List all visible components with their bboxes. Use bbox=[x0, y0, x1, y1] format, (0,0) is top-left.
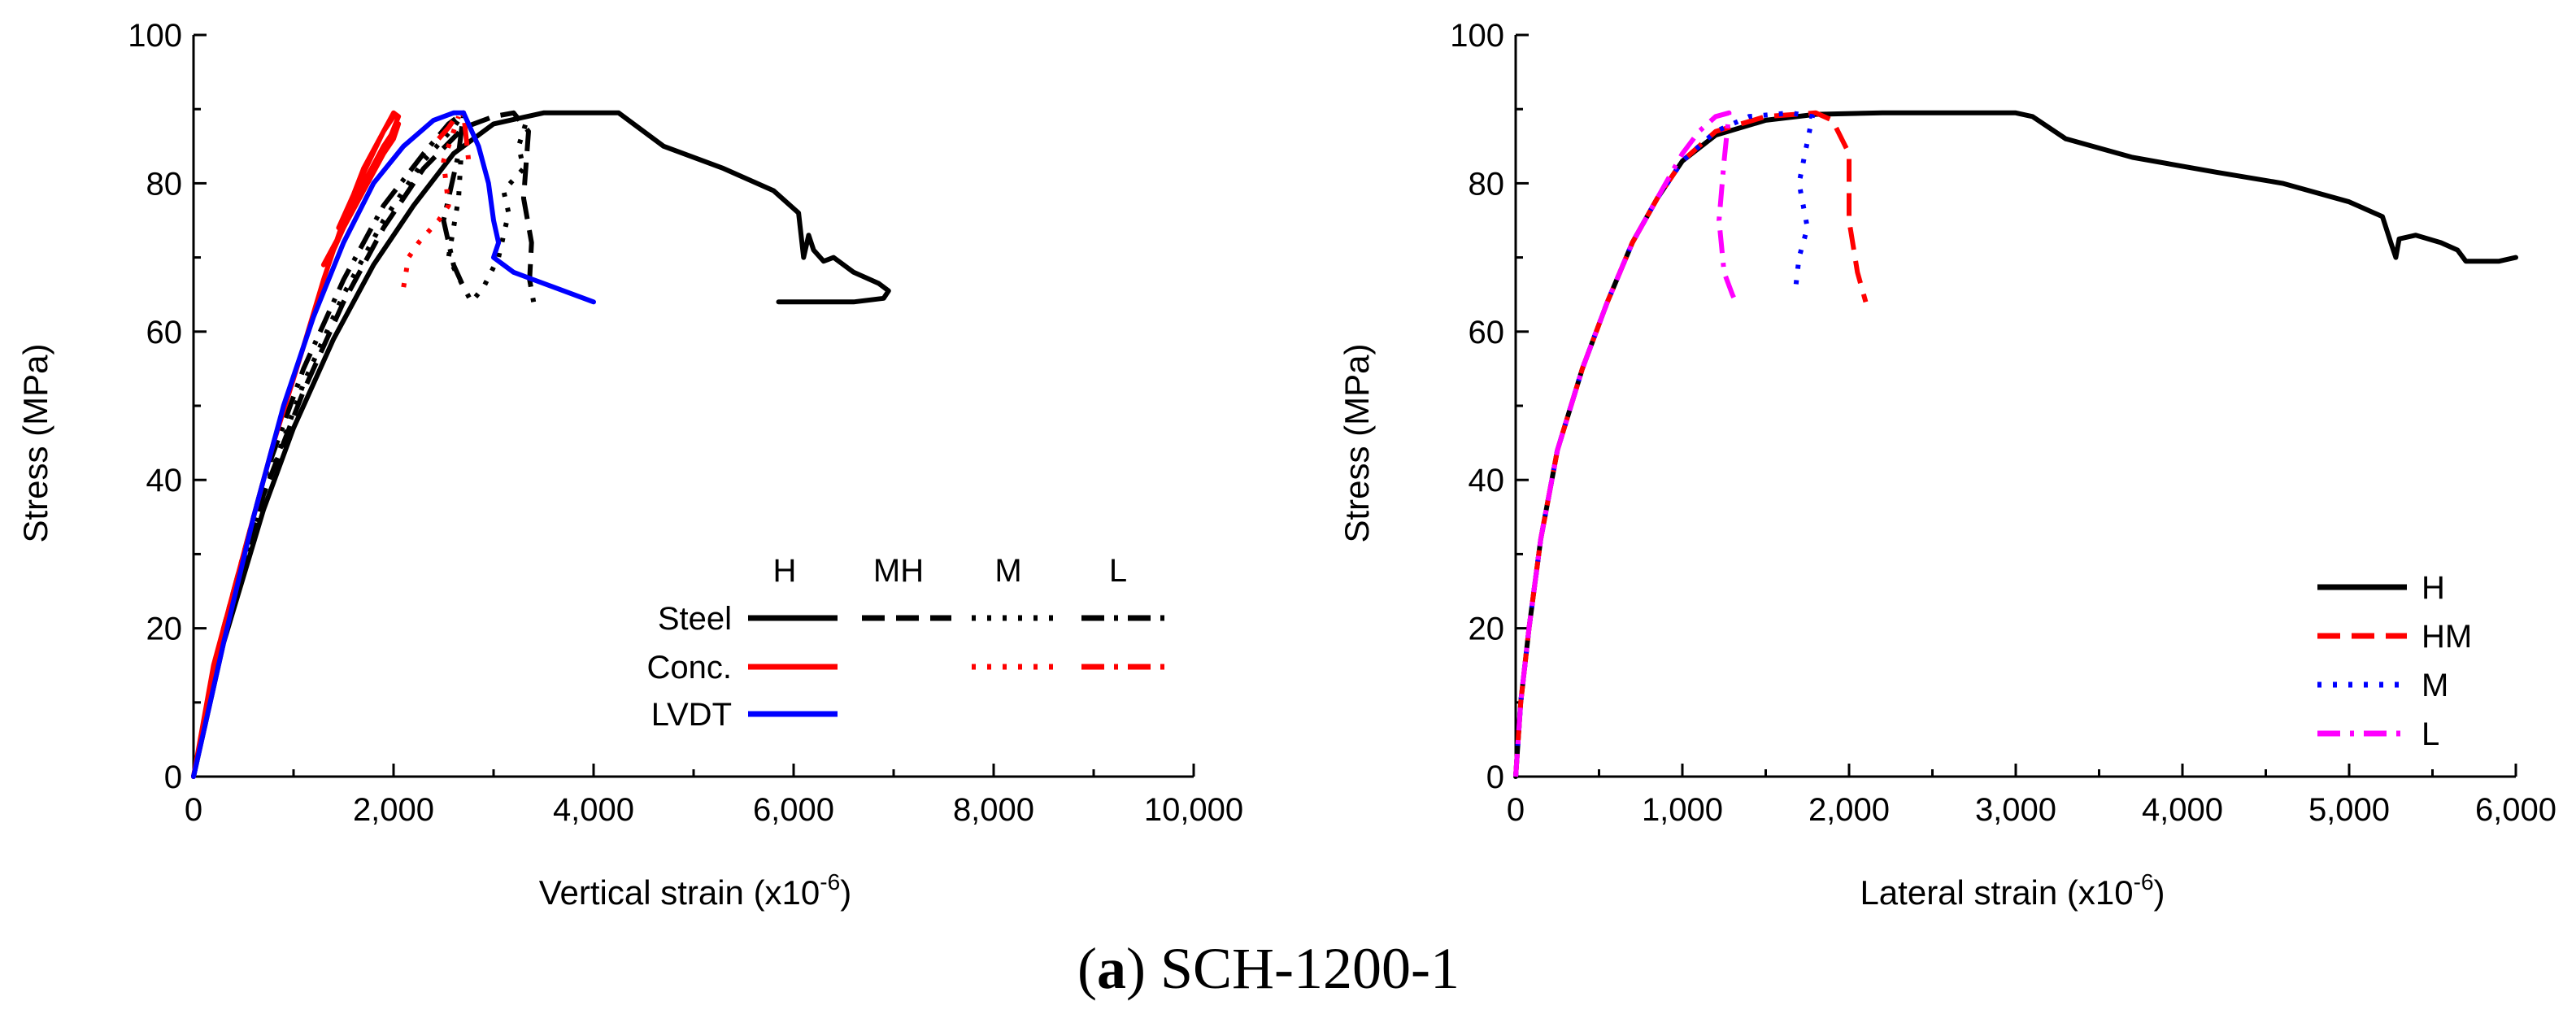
x-tick-label: 1,000 bbox=[1642, 792, 1723, 828]
y-tick-label: 0 bbox=[164, 760, 182, 795]
x-tick-label: 2,000 bbox=[1808, 792, 1890, 828]
x-tick-label: 3,000 bbox=[1975, 792, 2056, 828]
series-line-l bbox=[1513, 110, 1738, 777]
y-tick-label: 80 bbox=[1469, 166, 1505, 202]
y-tick-label: 40 bbox=[1469, 463, 1505, 498]
series-line-conc-l bbox=[437, 110, 472, 162]
legend-entry-label: H bbox=[2422, 570, 2445, 606]
x-axis-title-exp: -6 bbox=[820, 869, 840, 895]
y-tick-label: 60 bbox=[146, 315, 183, 350]
axes-vertical-strain: 0 20 40 60 80 100 0 2,000 4,000 6,000 8,000 10,000 bbox=[128, 18, 1243, 828]
x-axis-title-main: Lateral strain (x10 bbox=[1860, 873, 2133, 912]
x-axis-title: Lateral strain (x10-6) bbox=[1860, 869, 2165, 912]
series-line-steel-mh bbox=[191, 110, 537, 777]
x-tick-label: 8,000 bbox=[953, 792, 1034, 828]
legend-entry-label: HM bbox=[2422, 619, 2472, 655]
x-axis-title: Vertical strain (x10-6) bbox=[539, 869, 851, 912]
x-tick-label: 10,000 bbox=[1144, 792, 1243, 828]
legend-lateral-strain: H HM ML bbox=[2317, 570, 2472, 752]
x-tick-label: 0 bbox=[1507, 792, 1525, 828]
y-axis-title: Stress (MPa) bbox=[16, 343, 54, 542]
legend-row-label: LVDT bbox=[651, 697, 732, 733]
y-tick-label: 40 bbox=[146, 463, 183, 498]
legend-column-header: MH bbox=[873, 553, 924, 589]
y-tick-label: 60 bbox=[1469, 315, 1505, 350]
x-tick-label: 5,000 bbox=[2308, 792, 2390, 828]
series-line-m bbox=[1513, 110, 1815, 777]
series-group-lateral-strain bbox=[1513, 110, 2518, 779]
figure-caption: (a) SCH-1200-1 bbox=[1077, 936, 1460, 1001]
y-tick-label: 100 bbox=[1450, 18, 1504, 54]
series-line-conc-m bbox=[401, 115, 461, 288]
axes-lateral-strain: 0 20 40 60 80 100 0 1,000 2,000 3,000 4,000 5,000 6,… bbox=[1450, 18, 2556, 828]
x-axis-title-exp: -6 bbox=[2134, 869, 2154, 895]
series-line-steel-l bbox=[191, 110, 467, 777]
series-line-lvdt-h bbox=[191, 110, 596, 779]
legend-column-header: M bbox=[994, 553, 1021, 589]
series-line-steel-h bbox=[191, 110, 891, 779]
legend-vertical-strain: H MH M L Steel Conc. LVDT bbox=[647, 553, 1171, 733]
x-axis-title-close: ) bbox=[2154, 873, 2165, 912]
series-group-vertical-strain bbox=[191, 110, 891, 779]
series-line-h bbox=[1513, 110, 2518, 779]
legend-column-header: H bbox=[773, 553, 797, 589]
caption-letter: a bbox=[1097, 936, 1126, 1001]
caption-suffix: ) SCH-1200-1 bbox=[1126, 936, 1460, 1001]
x-tick-label: 4,000 bbox=[2142, 792, 2223, 828]
x-axis-title-main: Vertical strain (x10 bbox=[539, 873, 820, 912]
y-axis-title: Stress (MPa) bbox=[1338, 343, 1376, 542]
y-tick-label: 100 bbox=[128, 18, 182, 54]
legend-entry-label: L bbox=[2422, 716, 2439, 752]
legend-entry-label: M bbox=[2422, 668, 2448, 703]
x-tick-label: 6,000 bbox=[753, 792, 834, 828]
caption-prefix: ( bbox=[1077, 936, 1097, 1001]
x-axis-title-close: ) bbox=[840, 873, 851, 912]
legend-column-header: L bbox=[1109, 553, 1127, 589]
series-line-conc-h bbox=[191, 110, 402, 779]
x-tick-label: 0 bbox=[185, 792, 202, 828]
chart-lateral-strain: 0 20 40 60 80 100 0 1,000 2,000 3,000 4,000 5,000 6,… bbox=[1338, 18, 2556, 912]
x-tick-label: 6,000 bbox=[2475, 792, 2556, 828]
y-tick-label: 20 bbox=[146, 612, 183, 647]
series-line-hm bbox=[1513, 110, 1869, 777]
y-tick-label: 20 bbox=[1469, 612, 1505, 647]
legend-row-label: Steel bbox=[658, 601, 732, 637]
y-tick-label: 80 bbox=[146, 166, 183, 202]
series-line-steel-m bbox=[191, 110, 529, 777]
y-tick-label: 0 bbox=[1486, 760, 1504, 795]
legend-row-label: Conc. bbox=[647, 650, 733, 686]
x-tick-label: 4,000 bbox=[553, 792, 634, 828]
x-tick-label: 2,000 bbox=[353, 792, 434, 828]
